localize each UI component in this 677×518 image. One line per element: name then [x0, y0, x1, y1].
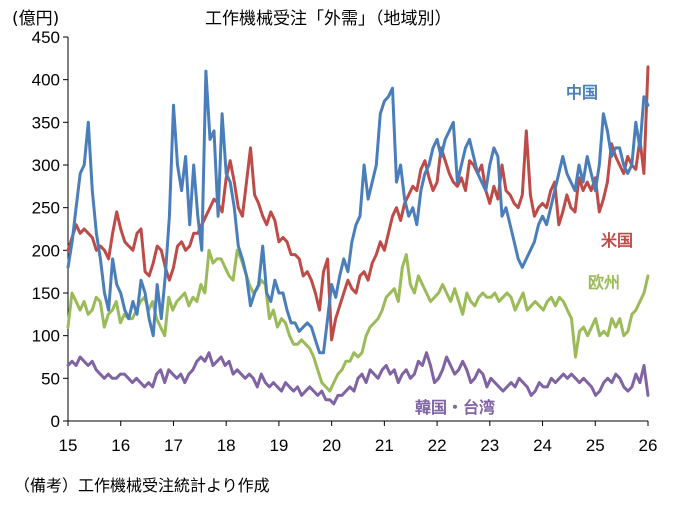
- x-tick-label: 20: [322, 436, 341, 455]
- y-tick-label: 250: [32, 199, 60, 218]
- x-tick-label: 17: [164, 436, 183, 455]
- x-tick-label: 24: [533, 436, 552, 455]
- series-label-2: 欧州: [588, 273, 620, 292]
- source-note: （備考）工作機械受注統計より作成: [14, 476, 270, 495]
- y-tick-label: 400: [32, 71, 60, 90]
- y-axis-unit: (億円): [12, 9, 59, 29]
- y-tick-label: 350: [32, 113, 60, 132]
- y-tick-label: 200: [32, 241, 60, 260]
- y-tick-label: 450: [32, 28, 60, 47]
- x-tick-label: 22: [428, 436, 447, 455]
- x-tick-label: 15: [59, 436, 78, 455]
- y-tick-label: 50: [41, 369, 60, 388]
- y-tick-label: 100: [32, 327, 60, 346]
- series-line-3: [66, 351, 650, 406]
- x-tick-label: 26: [639, 436, 658, 455]
- series-line-2: [66, 248, 650, 393]
- x-tick-label: 19: [269, 436, 288, 455]
- x-tick-label: 25: [586, 436, 605, 455]
- x-tick-label: 16: [111, 436, 130, 455]
- y-tick-label: 150: [32, 284, 60, 303]
- chart-title: 工作機械受注「外需」（地域別）: [205, 9, 452, 29]
- series-label-0: 中国: [566, 83, 598, 102]
- y-tick-label: 300: [32, 156, 60, 175]
- series-label-3: 韓国・台湾: [415, 398, 495, 417]
- x-tick-label: 23: [480, 436, 499, 455]
- y-tick-label: 0: [51, 412, 60, 431]
- series-line-0: [66, 69, 650, 355]
- x-tick-label: 18: [217, 436, 236, 455]
- series-label-1: 米国: [601, 231, 633, 250]
- x-tick-label: 21: [375, 436, 394, 455]
